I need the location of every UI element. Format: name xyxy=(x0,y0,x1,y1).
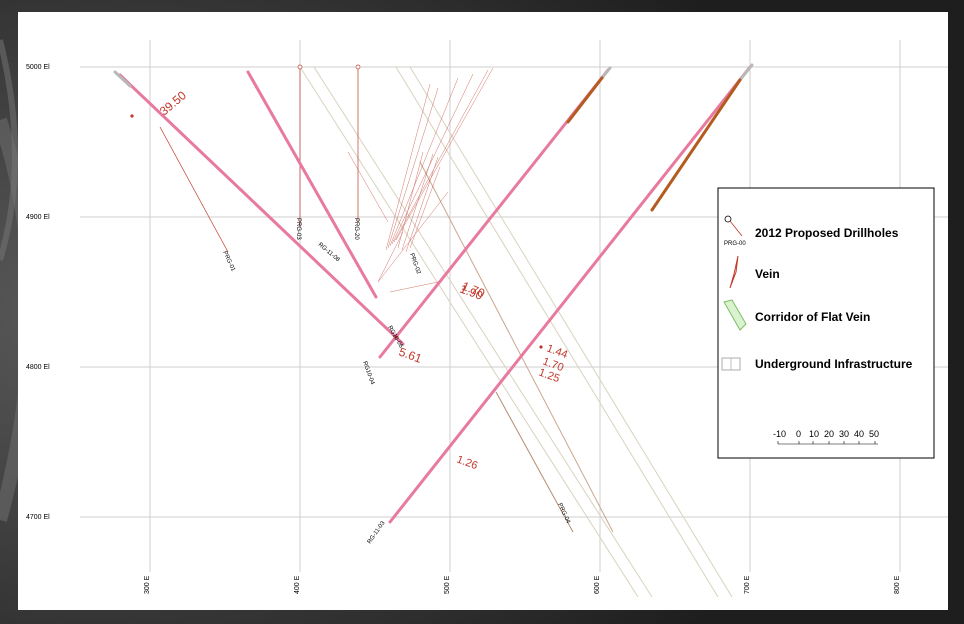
hole-label-rg10-04: RG10-04 xyxy=(361,361,375,387)
assay-5-61: 5.61 xyxy=(397,345,424,366)
legend-item-infrastructure: Underground Infrastructure xyxy=(721,357,913,371)
easting-label-500: 500 E xyxy=(444,575,451,594)
easting-grid: 300 E 400 E 500 E 600 E 700 E 800 E xyxy=(144,40,901,594)
legend-label-corridor: Corridor of Flat Vein xyxy=(755,310,870,324)
drillhole-rg-11-08[interactable] xyxy=(118,73,405,346)
easting-label-600: 600 E xyxy=(594,575,601,594)
easting-label-300: 300 E xyxy=(144,575,151,594)
assay-labels: 39.50 1.90 1.70 5.61 1.44 1.70 1.25 1.26 xyxy=(157,88,569,472)
hole-label-prg-20: PRG-20 xyxy=(353,218,359,240)
assay-39-50: 39.50 xyxy=(157,88,189,118)
hole-label-prg-04: PRG-04 xyxy=(556,502,571,525)
scale-label-0: -10 xyxy=(773,429,786,439)
collar-casing-rg-11-03 xyxy=(738,63,754,82)
proposed-hole-prg-01 xyxy=(159,126,229,253)
intercept-marker-5-61 xyxy=(394,335,398,339)
legend-label-vein: Vein xyxy=(755,267,780,281)
easting-label-400: 400 E xyxy=(294,575,301,594)
mineralized-interval-rg-11-03 xyxy=(650,78,742,212)
scale-label-3: 20 xyxy=(824,429,834,439)
hole-labels: RG-11-08 RG10-04 RG-11-03 RG10-06 PRG-01… xyxy=(221,218,571,545)
legend-item-corridor: Corridor of Flat Vein xyxy=(723,299,870,331)
mineralized-interval-rg10-04 xyxy=(566,76,604,124)
assay-1-26: 1.26 xyxy=(455,454,479,473)
vein-fan xyxy=(347,67,494,293)
legend-box xyxy=(717,187,935,459)
elevation-label-4900: 4900 El xyxy=(26,214,50,221)
easting-label-700: 700 E xyxy=(744,575,751,594)
drillhole-icon xyxy=(724,215,732,223)
cross-section-diagram: 5000 El 4900 El 4800 El 4700 El 300 E 40… xyxy=(26,40,948,598)
scale-bar: -10 0 10 20 30 40 50 xyxy=(773,429,879,445)
intercept-marker-39-50 xyxy=(130,114,134,118)
intercept-marker-1-44 xyxy=(539,345,543,349)
drillholes[interactable] xyxy=(113,63,754,524)
legend-label-infrastructure: Underground Infrastructure xyxy=(755,357,913,371)
scale-label-2: 10 xyxy=(809,429,819,439)
corridor-icon xyxy=(723,299,747,331)
underground-infrastructure xyxy=(299,66,733,598)
section-sheet: 5000 El 4900 El 4800 El 4700 El 300 E 40… xyxy=(18,12,948,610)
drillhole-rg10-06[interactable] xyxy=(246,70,378,299)
legend-sublabel-drillholes: PRG-00 xyxy=(724,241,746,247)
elevation-label-5000: 5000 El xyxy=(26,64,50,71)
drillhole-rg-11-03[interactable] xyxy=(388,65,752,524)
hole-label-prg-01: PRG-01 xyxy=(221,250,236,273)
legend-label-drillholes: 2012 Proposed Drillholes xyxy=(755,226,899,240)
scale-label-1: 0 xyxy=(796,429,801,439)
scale-label-6: 50 xyxy=(869,429,879,439)
hole-label-rg-11-08: RG-11-08 xyxy=(317,242,341,264)
proposed-collar-prg-03 xyxy=(297,64,303,70)
easting-label-800: 800 E xyxy=(894,575,901,594)
hole-label-prg-02: PRG-02 xyxy=(408,253,421,276)
elevation-label-4800: 4800 El xyxy=(26,364,50,371)
scale-label-5: 40 xyxy=(854,429,864,439)
legend-item-drillholes: 2012 Proposed Drillholes PRG-00 xyxy=(724,215,899,247)
elevation-grid: 5000 El 4900 El 4800 El 4700 El xyxy=(26,64,948,521)
legend: 2012 Proposed Drillholes PRG-00 Vein Cor… xyxy=(717,187,935,459)
collar-casing-rg-11-08 xyxy=(113,70,132,88)
elevation-label-4700: 4700 El xyxy=(26,514,50,521)
scale-label-4: 30 xyxy=(839,429,849,439)
proposed-drillholes xyxy=(159,64,361,253)
collar-casing-rg10-04 xyxy=(600,66,612,80)
hole-label-rg-11-03: RG-11-03 xyxy=(367,520,387,545)
legend-item-vein: Vein xyxy=(729,255,780,289)
proposed-collar-prg-20 xyxy=(355,64,361,70)
vein-icon xyxy=(729,255,739,289)
hole-label-prg-03: PRG-03 xyxy=(295,218,301,240)
